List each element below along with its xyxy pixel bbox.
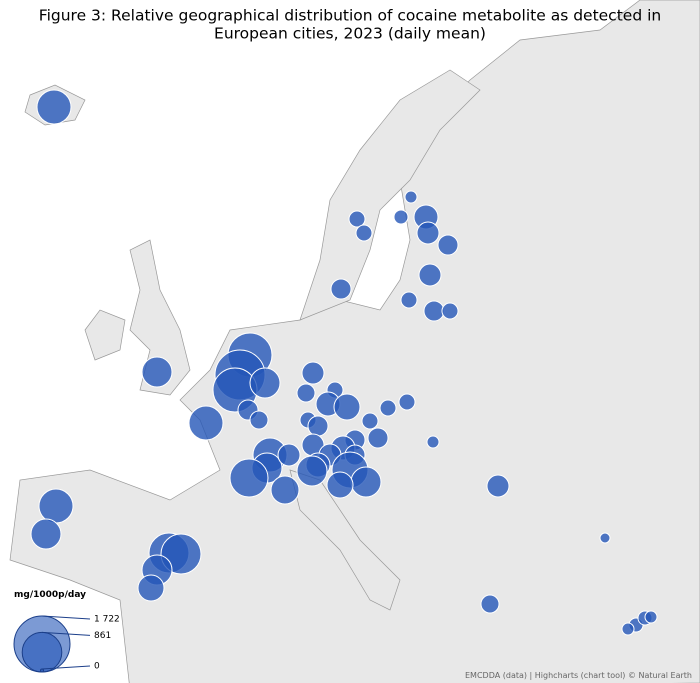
city-bubble <box>348 210 366 228</box>
city-bubble <box>621 622 635 636</box>
city-bubble <box>437 234 459 256</box>
city-bubble <box>361 412 379 430</box>
city-bubble <box>249 367 281 399</box>
title: Figure 3: Relative geographical distribu… <box>39 7 661 25</box>
legend-connector <box>41 631 91 636</box>
city-bubble <box>644 610 658 624</box>
city-bubble <box>229 458 269 498</box>
city-bubble <box>393 209 409 225</box>
legend-connector <box>41 665 91 670</box>
city-bubble <box>301 361 325 385</box>
legend-bubble <box>40 668 44 673</box>
land <box>9 0 700 683</box>
city-bubble <box>404 190 418 204</box>
city-bubble <box>423 300 445 322</box>
subtitle: European cities, 2023 (daily mean) <box>214 25 486 43</box>
city-bubble <box>277 443 301 467</box>
city-bubble <box>330 278 352 300</box>
city-bubble <box>426 435 440 449</box>
city-bubble <box>270 475 300 505</box>
legend-bubble <box>21 631 63 673</box>
city-bubble <box>333 393 361 421</box>
city-bubble <box>416 221 440 245</box>
city-bubble <box>38 488 74 524</box>
legend-connector <box>41 615 91 620</box>
city-bubble <box>355 224 373 242</box>
city-bubble <box>398 393 416 411</box>
city-bubble <box>350 466 382 498</box>
city-bubble <box>137 574 165 602</box>
city-bubble <box>441 302 459 320</box>
city-bubble <box>188 405 224 441</box>
city-bubble <box>326 471 354 499</box>
legend-label: 0 <box>94 662 100 672</box>
city-bubble <box>480 594 500 614</box>
city-bubble <box>141 356 173 388</box>
city-bubble <box>296 383 316 403</box>
city-bubble <box>30 518 62 550</box>
city-bubble <box>296 455 328 487</box>
city-bubble <box>36 89 72 125</box>
legend-label: 1 722 <box>94 615 120 625</box>
city-bubble <box>379 399 397 417</box>
city-bubble <box>249 410 269 430</box>
city-bubble <box>599 532 611 544</box>
credits: EMCDDA (data) | Highcharts (chart tool) … <box>465 671 692 680</box>
city-bubble <box>307 415 329 437</box>
legend-label: 861 <box>94 631 111 641</box>
city-bubble <box>367 427 389 449</box>
city-bubble <box>400 291 418 309</box>
city-bubble <box>418 263 442 287</box>
legend-title: mg/1000p/day <box>14 590 86 600</box>
city-bubble <box>486 474 510 498</box>
